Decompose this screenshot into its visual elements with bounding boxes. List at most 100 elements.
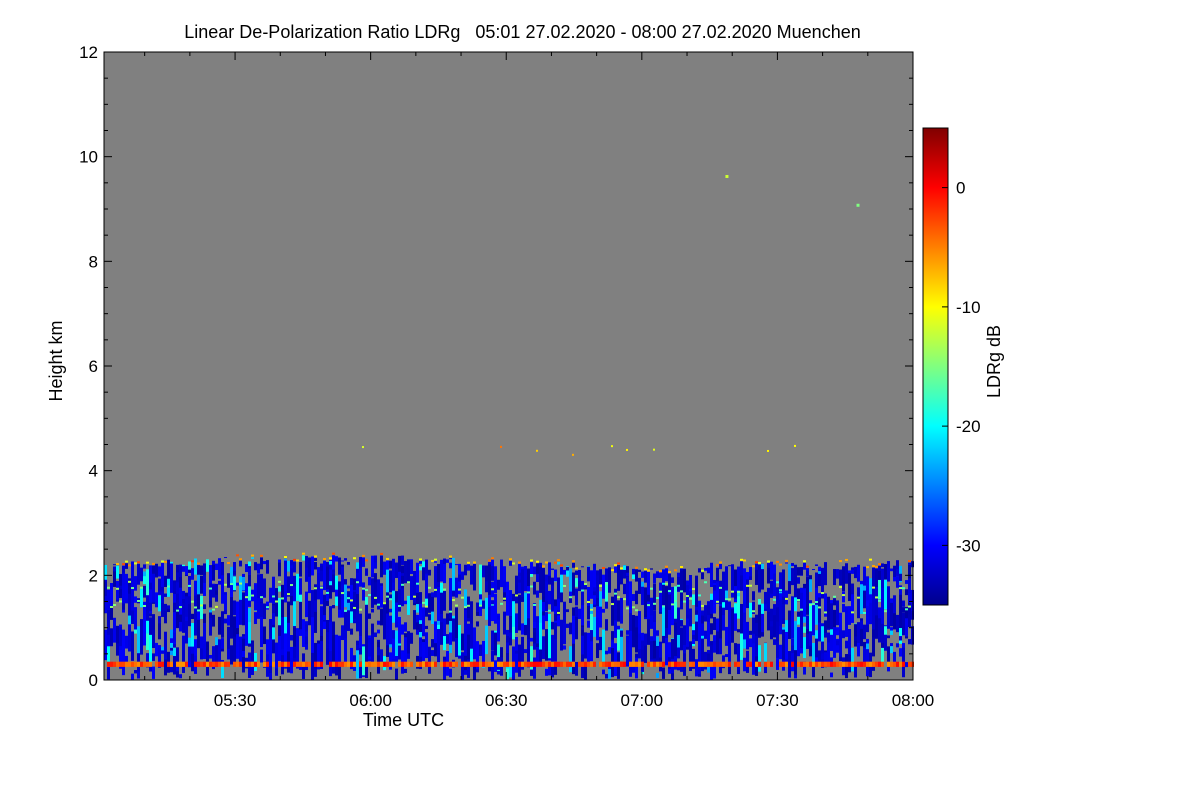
heatmap-cell bbox=[614, 592, 617, 595]
heatmap-cell bbox=[857, 596, 860, 599]
heatmap-cell bbox=[401, 624, 404, 635]
heatmap-cell bbox=[131, 577, 134, 611]
heatmap-cell bbox=[134, 562, 137, 565]
heatmap-cell bbox=[188, 637, 191, 650]
heatmap-cell bbox=[878, 607, 881, 622]
heatmap-cell bbox=[779, 572, 782, 592]
heatmap-cell bbox=[515, 653, 518, 673]
heatmap-cell bbox=[554, 664, 557, 675]
heatmap-cell bbox=[605, 582, 608, 585]
heatmap-cell bbox=[230, 566, 233, 584]
heatmap-cell bbox=[599, 607, 602, 622]
heatmap-cell bbox=[773, 604, 776, 626]
heatmap-cell bbox=[131, 673, 134, 680]
heatmap-cell bbox=[137, 599, 140, 602]
heatmap-cell bbox=[737, 629, 740, 633]
heatmap-cell bbox=[242, 577, 245, 591]
heatmap-cell bbox=[203, 572, 206, 596]
heatmap-cell bbox=[320, 566, 323, 571]
heatmap-cell bbox=[542, 565, 545, 568]
heatmap-cell bbox=[257, 574, 260, 604]
heatmap-cell bbox=[590, 605, 593, 631]
heatmap-cell bbox=[236, 634, 239, 659]
heatmap-cell bbox=[680, 590, 683, 593]
heatmap-cell bbox=[842, 566, 845, 592]
heatmap-cell bbox=[749, 630, 752, 635]
heatmap-cell bbox=[611, 569, 614, 572]
heatmap-cell bbox=[125, 661, 128, 667]
heatmap-cell bbox=[521, 648, 524, 670]
heatmap-cell bbox=[503, 597, 506, 600]
heatmap-cell bbox=[569, 646, 572, 673]
heatmap-cell bbox=[557, 661, 560, 667]
heatmap-cell bbox=[491, 588, 494, 591]
x-tick-label: 06:30 bbox=[485, 691, 528, 710]
heatmap-cell bbox=[416, 604, 419, 613]
heatmap-cell bbox=[740, 633, 743, 660]
heatmap-cell bbox=[305, 556, 308, 582]
heatmap-cell bbox=[683, 645, 686, 655]
heatmap-cell bbox=[143, 661, 146, 667]
heatmap-cell bbox=[374, 575, 377, 605]
heatmap-cell bbox=[626, 572, 629, 577]
heatmap-cell bbox=[746, 661, 749, 667]
heatmap-cell bbox=[227, 573, 230, 588]
heatmap-cell bbox=[497, 616, 500, 620]
heatmap-cell bbox=[455, 604, 458, 607]
heatmap-cell bbox=[893, 595, 896, 614]
heatmap-cell bbox=[770, 661, 773, 667]
heatmap-cell bbox=[524, 649, 527, 654]
heatmap-cell bbox=[476, 610, 479, 616]
heatmap-cell bbox=[566, 661, 569, 667]
heatmap-cell bbox=[203, 575, 206, 583]
heatmap-cell bbox=[443, 661, 446, 667]
heatmap-cell bbox=[158, 645, 161, 668]
heatmap-cell bbox=[440, 661, 443, 667]
heatmap-cell bbox=[572, 562, 575, 568]
heatmap-cell bbox=[665, 601, 668, 633]
heatmap-cell bbox=[359, 661, 362, 667]
heatmap-cell bbox=[158, 578, 161, 592]
heatmap-cell bbox=[905, 580, 908, 584]
heatmap-cell bbox=[203, 613, 206, 624]
heatmap-cell bbox=[131, 587, 134, 590]
heatmap-cell bbox=[536, 643, 539, 647]
heatmap-cell bbox=[575, 661, 578, 676]
heatmap-cell bbox=[704, 651, 707, 670]
heatmap-cell bbox=[338, 609, 341, 618]
heatmap-cell bbox=[803, 562, 806, 570]
heatmap-cell bbox=[764, 661, 767, 667]
heatmap-cell bbox=[590, 572, 593, 588]
heatmap-cell bbox=[566, 565, 569, 571]
heatmap-cell bbox=[674, 586, 677, 619]
heatmap-cell bbox=[305, 621, 308, 650]
heatmap-cell bbox=[512, 601, 515, 627]
heatmap-cell bbox=[308, 600, 311, 620]
heatmap-cell bbox=[320, 586, 323, 589]
heatmap-cell bbox=[311, 610, 314, 638]
heatmap-cell bbox=[602, 629, 605, 663]
heatmap-cell bbox=[641, 640, 644, 650]
heatmap-cell bbox=[572, 453, 574, 456]
heatmap-cell bbox=[881, 621, 884, 643]
colorbar-tick-label: -30 bbox=[956, 536, 981, 555]
heatmap-cell bbox=[662, 584, 665, 606]
heatmap-cell bbox=[263, 578, 266, 598]
heatmap-cell bbox=[110, 628, 113, 647]
heatmap-cell bbox=[671, 603, 674, 606]
heatmap-cell bbox=[878, 618, 881, 643]
colorbar-tick-label: -20 bbox=[956, 417, 981, 436]
heatmap-cell bbox=[836, 569, 839, 579]
heatmap-cell bbox=[242, 650, 245, 658]
heatmap-cell bbox=[326, 561, 329, 594]
heatmap-cell bbox=[374, 661, 377, 667]
heatmap-cell bbox=[899, 594, 902, 629]
heatmap-cell bbox=[878, 661, 881, 667]
heatmap-cell bbox=[437, 587, 440, 621]
heatmap-cell bbox=[128, 580, 131, 583]
heatmap-cell bbox=[332, 621, 335, 637]
heatmap-cell bbox=[788, 574, 791, 594]
heatmap-cell bbox=[464, 661, 467, 667]
heatmap-cell bbox=[842, 663, 845, 676]
